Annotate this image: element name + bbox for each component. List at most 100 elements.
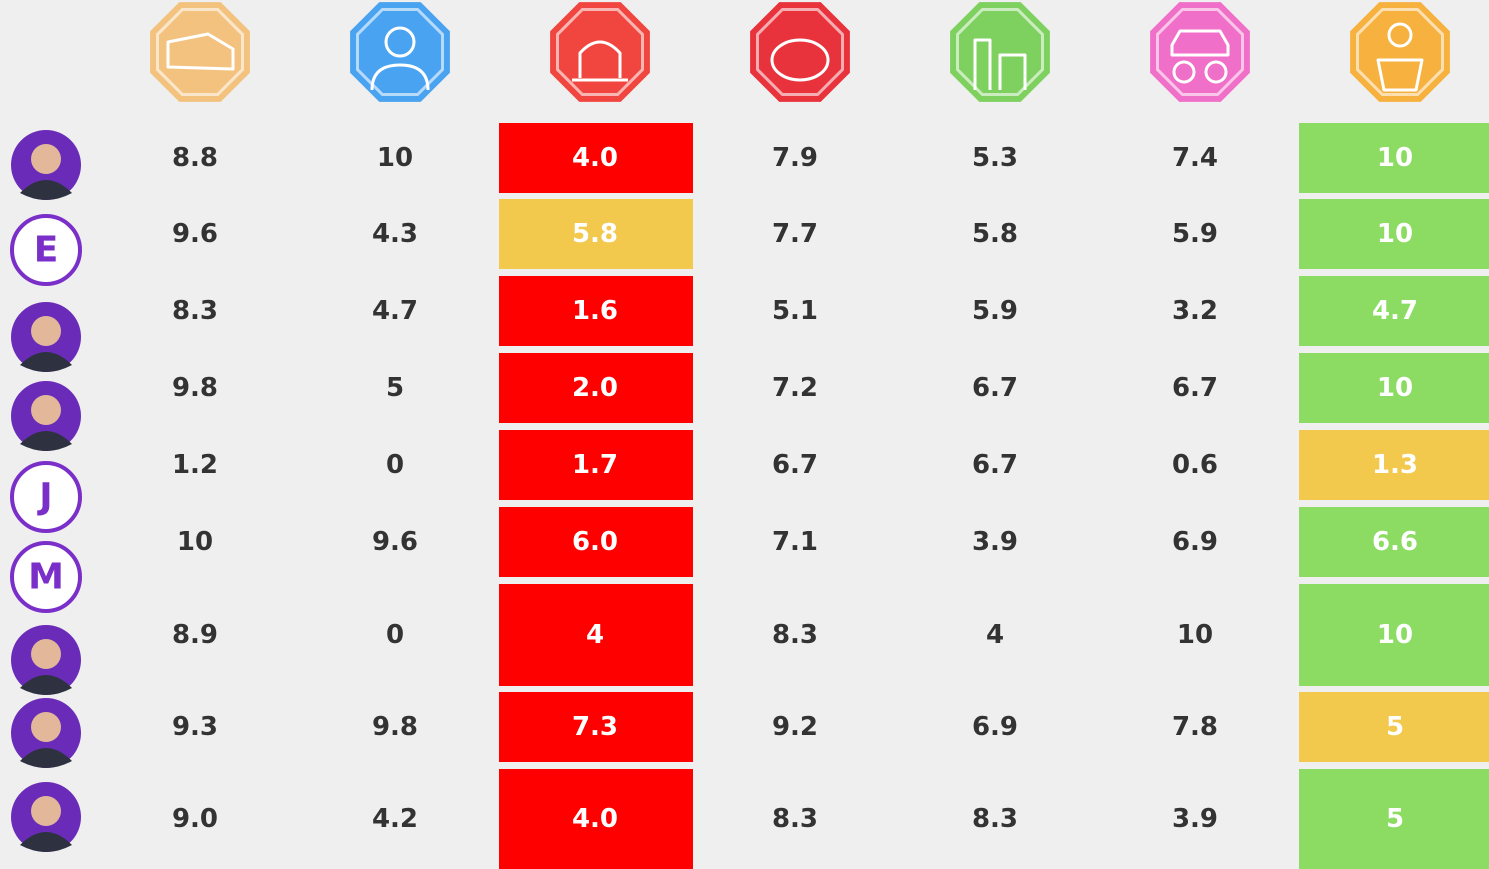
icon-octagon-rim	[956, 8, 1044, 96]
table-row: 9.8 5 2.0 7.2 6.7 6.7 10	[11, 353, 1489, 451]
score-value: 8.3	[972, 804, 1018, 834]
score-cell	[1299, 276, 1489, 346]
icon-octagon	[150, 2, 250, 102]
avatar-shoulders	[20, 431, 72, 451]
avatar-circle	[10, 541, 82, 613]
score-value: 0	[386, 620, 404, 650]
score-value: 10	[377, 143, 413, 173]
avatar-face	[31, 712, 61, 742]
avatar-photo	[11, 381, 81, 451]
score-value: 4.3	[372, 219, 418, 249]
icon-octagon	[1150, 2, 1250, 102]
score-value: 2.0	[572, 373, 618, 403]
score-value: 7.3	[572, 712, 618, 742]
score-value: 7.7	[772, 219, 818, 249]
icon-octagon-rim	[1356, 8, 1444, 96]
score-value: 10	[1377, 373, 1413, 403]
category-icon	[550, 2, 650, 102]
score-value: 9.3	[172, 712, 218, 742]
avatar-face	[31, 316, 61, 346]
score-value: 0.6	[1172, 450, 1218, 480]
avatar-face	[31, 639, 61, 669]
score-value: 1.6	[572, 296, 618, 326]
avatar-photo	[11, 625, 81, 695]
score-cell	[499, 692, 693, 762]
score-value: 1.7	[572, 450, 618, 480]
icon-glyph	[166, 32, 235, 71]
score-value: 10	[1177, 620, 1213, 650]
icon-octagon	[550, 2, 650, 102]
header-icons	[150, 2, 1450, 102]
score-value: 8.3	[172, 296, 218, 326]
score-value: 4	[586, 620, 604, 650]
score-value: 5.3	[972, 143, 1018, 173]
score-value: 6.7	[1172, 373, 1218, 403]
avatar-photo	[11, 302, 81, 372]
icon-glyph	[1204, 60, 1228, 84]
score-value: 5.8	[572, 219, 618, 249]
score-cell	[1299, 584, 1489, 686]
avatar-face	[31, 144, 61, 174]
score-value: 4.0	[572, 804, 618, 834]
score-value: 9.6	[172, 219, 218, 249]
score-value: 8.9	[172, 620, 218, 650]
score-value: 3.9	[1172, 804, 1218, 834]
score-value: 4.0	[572, 143, 618, 173]
score-value: 5.9	[972, 296, 1018, 326]
score-value: 10	[177, 527, 213, 557]
icon-octagon-rim	[556, 8, 644, 96]
score-cell	[499, 353, 693, 423]
score-value: 0	[386, 450, 404, 480]
avatar-photo	[11, 782, 81, 852]
icon-glyph	[1387, 22, 1413, 48]
score-cell	[1299, 769, 1489, 869]
score-value: 7.8	[1172, 712, 1218, 742]
category-icon	[1350, 2, 1450, 102]
avatar-shoulders	[20, 180, 72, 200]
avatar-shoulders	[20, 352, 72, 372]
score-value: 7.9	[772, 143, 818, 173]
score-value: 1.3	[1372, 450, 1418, 480]
table-row: 9.3 9.8 7.3 9.2 6.9 7.8 5	[11, 692, 1489, 768]
score-value: 9.0	[172, 804, 218, 834]
score-cell	[499, 199, 693, 269]
icon-octagon-rim	[156, 8, 244, 96]
score-value: 5	[386, 373, 404, 403]
icon-glyph	[1376, 58, 1424, 92]
score-value: 10	[1377, 620, 1413, 650]
icon-glyph	[1172, 60, 1196, 84]
score-cell	[499, 584, 693, 686]
table-row: 8.3 4.7 1.6 5.1 5.9 3.2 4.7	[11, 276, 1489, 372]
score-cell	[499, 276, 693, 346]
icon-octagon-rim	[756, 8, 844, 96]
score-cell	[1299, 430, 1489, 500]
score-value: 5	[1386, 804, 1404, 834]
score-value: 4.7	[372, 296, 418, 326]
table-row: E 9.6 4.3 5.8 7.7 5.8 5.9 10	[10, 199, 1489, 286]
score-value: 9.2	[772, 712, 818, 742]
score-value: 6.0	[572, 527, 618, 557]
score-value: 5.9	[1172, 219, 1218, 249]
avatar-face	[31, 796, 61, 826]
avatar-shoulders	[20, 832, 72, 852]
score-value: 5	[1386, 712, 1404, 742]
score-value: 6.7	[772, 450, 818, 480]
table-row: 9.0 4.2 4.0 8.3 8.3 3.9 5	[11, 769, 1489, 869]
icon-glyph	[370, 63, 430, 91]
score-value: 6.9	[972, 712, 1018, 742]
score-value: 5.1	[772, 296, 818, 326]
avatar-face	[31, 395, 61, 425]
score-cell	[1299, 507, 1489, 577]
score-value: 6.9	[1172, 527, 1218, 557]
score-value: 8.3	[772, 804, 818, 834]
score-value: 4	[986, 620, 1004, 650]
score-value: 5.8	[972, 219, 1018, 249]
icon-octagon	[1350, 2, 1450, 102]
score-cell	[499, 430, 693, 500]
icon-glyph	[1170, 29, 1230, 57]
avatar-circle	[10, 461, 82, 533]
avatar-shoulders	[20, 675, 72, 695]
score-value: 8.8	[172, 143, 218, 173]
